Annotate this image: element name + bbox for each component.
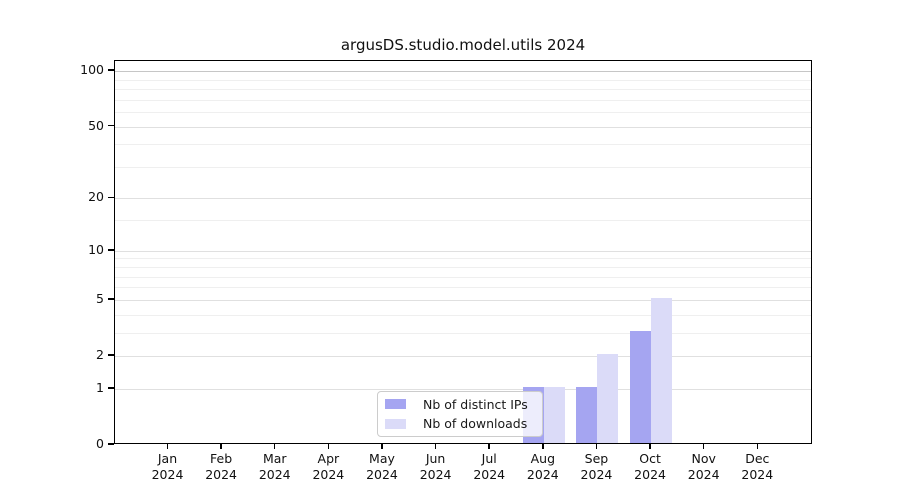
chart-title: argusDS.studio.model.utils 2024 (340, 36, 586, 54)
legend-swatch-downloads (385, 418, 406, 429)
x-tick-month: Oct (639, 451, 661, 466)
gridline-minor (115, 258, 811, 260)
x-tick (327, 444, 330, 449)
y-tick (108, 69, 114, 71)
x-tick-month: Apr (317, 451, 340, 466)
x-tick (595, 444, 598, 449)
y-tick (108, 124, 114, 127)
x-tick (381, 444, 383, 449)
x-tick-year: 2024 (526, 467, 559, 482)
x-tick-month: May (369, 451, 395, 466)
y-tick-label: 0 (96, 436, 104, 451)
gridline-major (115, 356, 811, 357)
y-tick (108, 443, 114, 445)
x-tick-year: 2024 (634, 467, 666, 482)
x-tick-month: Jun (425, 451, 446, 466)
x-tick-month: Nov (691, 451, 716, 466)
gridline-minor (115, 112, 811, 114)
x-tick-year: 2024 (151, 467, 184, 482)
x-tick (488, 444, 490, 449)
x-tick-month: Dec (745, 451, 770, 466)
x-tick-year: 2024 (419, 467, 452, 482)
x-tick-label: Apr 2024 (296, 451, 360, 483)
gridline-major (115, 388, 811, 390)
y-tick-label: 1 (96, 379, 104, 395)
bar-distinct-ips-sep (576, 386, 598, 443)
gridline-minor (115, 89, 811, 91)
gridline-minor (115, 267, 811, 269)
x-tick (756, 444, 759, 449)
y-tick (108, 387, 114, 389)
gridline-minor (115, 332, 811, 334)
gridline-major (115, 250, 811, 252)
gridline-minor (115, 220, 811, 222)
legend-label-downloads: Nb of downloads (423, 416, 528, 432)
x-tick-label: Jan 2024 (136, 451, 200, 483)
gridline-major (115, 299, 811, 301)
x-tick-label: May 2024 (350, 451, 414, 483)
y-tick (108, 298, 114, 300)
x-tick-year: 2024 (741, 467, 774, 482)
gridline-minor (115, 79, 811, 81)
x-tick-label: Feb 2024 (189, 451, 253, 483)
x-tick-month: Jul (481, 451, 497, 466)
bar-downloads-sep (597, 354, 619, 443)
legend-label-distinct-ips: Nb of distinct IPs (423, 396, 528, 412)
x-tick-year: 2024 (312, 467, 345, 482)
y-tick-label: 5 (96, 290, 104, 306)
gridline-major (115, 198, 811, 200)
x-tick-year: 2024 (580, 467, 613, 482)
plot-area: Nb of distinct IPs Nb of downloads (114, 60, 812, 444)
y-tick (108, 249, 114, 251)
x-tick-year: 2024 (258, 467, 291, 482)
legend-swatch-distinct-ips (385, 399, 406, 410)
x-tick-month: Jan (157, 451, 178, 466)
y-tick-label: 50 (88, 117, 104, 133)
gridline-minor (115, 314, 811, 316)
x-tick-month: Feb (210, 451, 233, 466)
y-tick-label: 2 (96, 347, 104, 362)
x-tick-label: Jul 2024 (457, 451, 521, 483)
x-tick-year: 2024 (366, 467, 398, 482)
x-tick-label: Sep 2024 (564, 451, 628, 483)
x-tick (649, 444, 651, 449)
x-tick-month: Aug (530, 451, 556, 466)
y-tick-label: 100 (80, 62, 104, 78)
x-tick-year: 2024 (473, 467, 506, 482)
bar-distinct-ips-oct (630, 330, 652, 443)
y-tick (108, 354, 114, 356)
x-tick-month: Mar (262, 451, 287, 466)
x-tick (702, 444, 705, 449)
x-tick (434, 444, 437, 449)
gridline-major (115, 126, 811, 128)
gridline-minor (115, 99, 811, 101)
y-tick-label: 10 (88, 241, 104, 257)
legend: Nb of distinct IPs Nb of downloads (377, 391, 543, 437)
x-tick (542, 444, 544, 449)
x-tick-year: 2024 (687, 467, 720, 482)
x-tick-month: Sep (584, 451, 609, 466)
bar-downloads-oct (651, 297, 673, 443)
x-tick-label: Oct 2024 (618, 451, 682, 483)
x-tick (273, 444, 276, 449)
gridline-minor (115, 144, 811, 146)
x-tick (220, 444, 222, 449)
gridline-minor (115, 166, 811, 168)
bar-downloads-aug (543, 386, 565, 443)
gridline-minor (115, 276, 811, 278)
x-tick-label: Nov 2024 (672, 451, 736, 483)
x-tick-label: Aug 2024 (511, 451, 575, 483)
x-tick-label: Dec 2024 (725, 451, 789, 483)
y-tick-label: 20 (88, 189, 104, 205)
gridline-minor (115, 287, 811, 289)
x-tick-label: Jun 2024 (404, 451, 468, 483)
legend-item-distinct-ips: Nb of distinct IPs (385, 396, 535, 413)
y-tick (108, 196, 114, 199)
gridline-top (115, 71, 811, 73)
x-tick (166, 444, 169, 449)
legend-item-downloads: Nb of downloads (385, 416, 535, 433)
x-tick-label: Mar 2024 (243, 451, 307, 483)
x-tick-year: 2024 (205, 467, 238, 482)
